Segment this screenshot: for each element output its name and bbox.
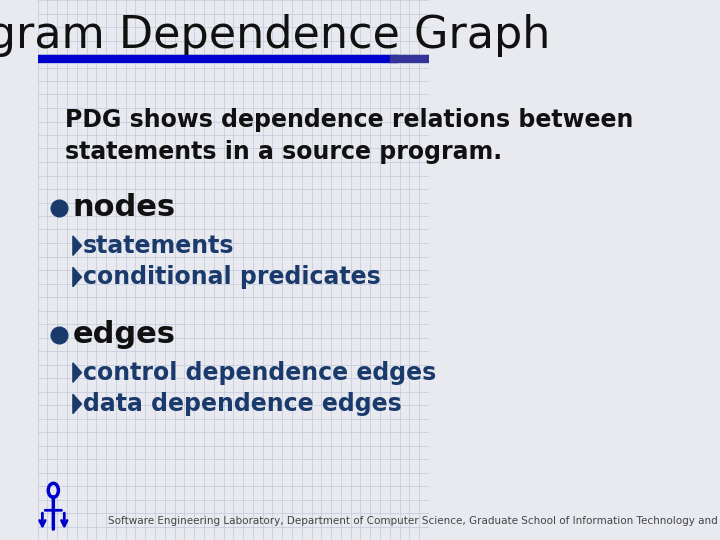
Polygon shape [73,267,81,287]
Text: Program Dependence Graph: Program Dependence Graph [0,14,550,57]
Polygon shape [73,394,81,414]
Text: edges: edges [73,320,176,349]
Text: data dependence edges: data dependence edges [83,392,402,416]
Text: Software Engineering Laboratory, Department of Computer Science, Graduate School: Software Engineering Laboratory, Departm… [108,516,720,526]
Text: statements: statements [83,234,234,258]
Text: control dependence edges: control dependence edges [83,361,436,384]
Text: nodes: nodes [73,193,176,222]
Text: PDG shows dependence relations between
statements in a source program.: PDG shows dependence relations between s… [65,108,634,164]
Text: conditional predicates: conditional predicates [83,265,380,289]
Polygon shape [73,363,81,382]
Polygon shape [73,236,81,255]
